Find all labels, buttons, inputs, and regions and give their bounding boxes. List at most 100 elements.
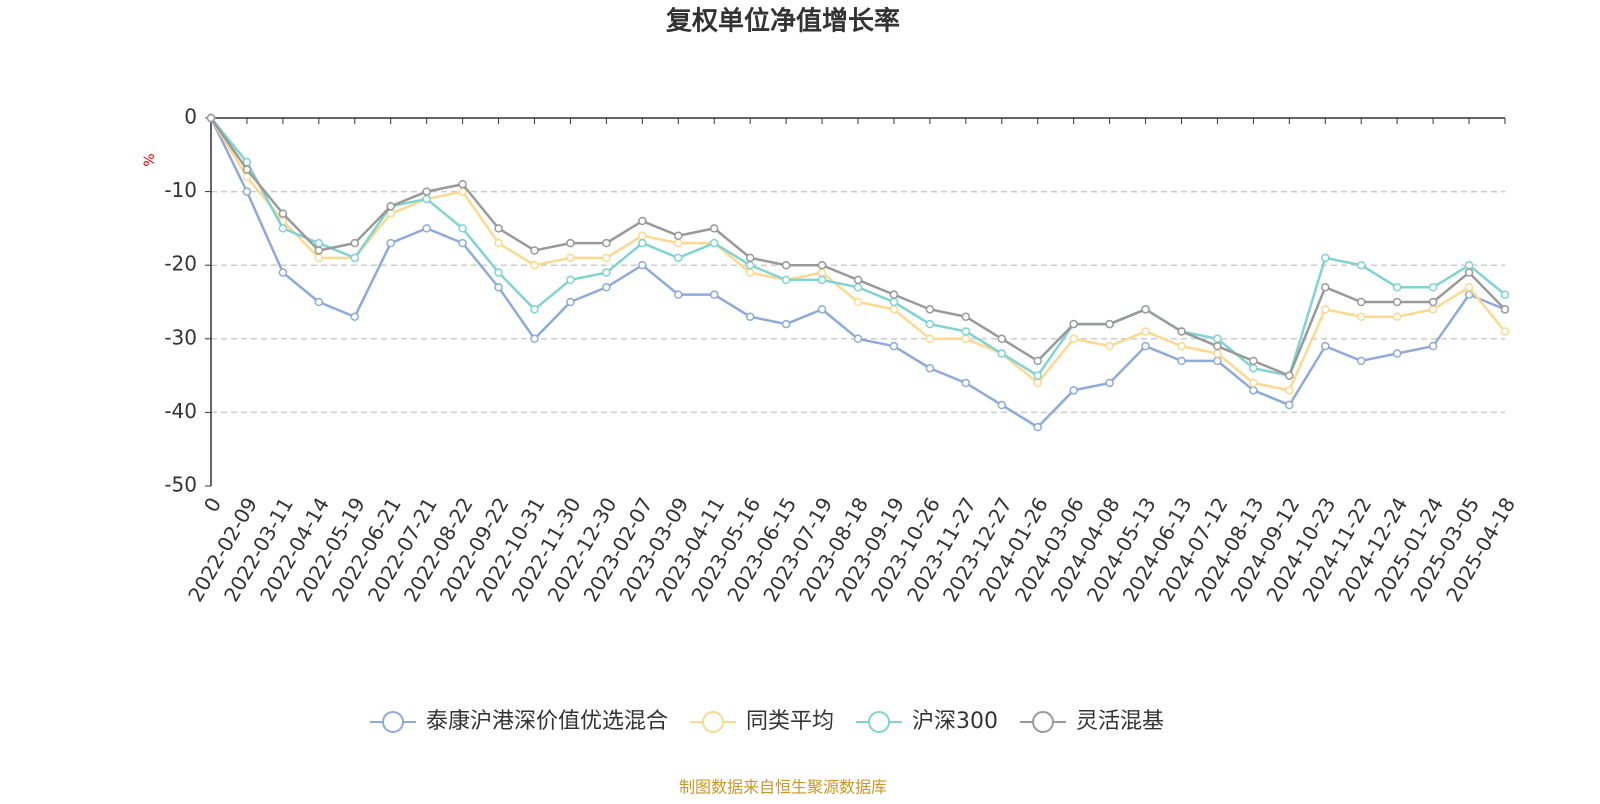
point xyxy=(997,334,1007,344)
point xyxy=(422,187,431,196)
point xyxy=(1321,305,1330,314)
point xyxy=(314,253,324,263)
point xyxy=(925,363,935,373)
point xyxy=(1285,400,1294,410)
point xyxy=(674,290,683,299)
point xyxy=(278,268,288,277)
point xyxy=(350,238,360,248)
point xyxy=(1105,341,1114,351)
point xyxy=(1033,422,1042,432)
point xyxy=(1213,341,1222,351)
point xyxy=(1069,386,1078,395)
point xyxy=(1105,378,1114,388)
point xyxy=(1141,327,1150,336)
point xyxy=(1321,283,1330,292)
point xyxy=(1356,312,1366,321)
point xyxy=(1213,349,1222,358)
point xyxy=(709,238,719,248)
point xyxy=(386,202,395,211)
y-tick-label: 0 xyxy=(184,105,197,129)
point xyxy=(458,238,467,248)
point xyxy=(925,305,935,314)
point xyxy=(889,290,899,299)
point xyxy=(1213,356,1222,366)
point xyxy=(674,253,683,263)
point xyxy=(1105,319,1114,329)
point xyxy=(530,305,539,314)
point xyxy=(350,312,360,321)
point xyxy=(853,283,863,292)
point xyxy=(530,334,539,344)
point xyxy=(745,268,755,277)
point xyxy=(1500,327,1510,336)
point xyxy=(817,268,827,277)
point xyxy=(494,283,503,292)
point xyxy=(1249,356,1258,366)
point xyxy=(1141,341,1150,351)
point xyxy=(602,268,611,277)
point xyxy=(817,260,827,270)
point xyxy=(1033,356,1042,366)
point xyxy=(745,253,755,263)
point xyxy=(566,238,575,248)
point xyxy=(314,297,324,307)
point xyxy=(314,238,324,248)
point xyxy=(566,253,575,263)
point xyxy=(1464,283,1474,292)
point xyxy=(961,378,971,388)
point xyxy=(817,305,827,314)
point xyxy=(1249,386,1258,395)
point xyxy=(853,275,863,285)
point xyxy=(206,113,216,123)
point xyxy=(1500,305,1510,314)
legend-label: 泰康沪港深价值优选混合 xyxy=(426,709,668,734)
point xyxy=(674,231,683,241)
point xyxy=(817,275,827,285)
point xyxy=(638,238,647,248)
point xyxy=(566,275,575,285)
point xyxy=(781,319,791,329)
point xyxy=(1428,283,1438,292)
y-axis-label: % xyxy=(142,153,158,166)
x-tick-label: 0 xyxy=(199,493,226,516)
y-tick-label: -30 xyxy=(164,325,197,349)
point xyxy=(602,238,611,248)
point xyxy=(278,224,288,233)
point xyxy=(1177,327,1186,336)
point xyxy=(889,341,899,351)
point xyxy=(745,312,755,321)
point xyxy=(422,194,431,204)
point xyxy=(889,305,899,314)
series-line xyxy=(209,117,1506,392)
y-tick-label: -40 xyxy=(164,399,197,423)
point xyxy=(1321,341,1330,351)
point xyxy=(781,260,791,270)
point xyxy=(997,400,1007,410)
point xyxy=(602,283,611,292)
point xyxy=(1249,363,1258,373)
point xyxy=(1285,371,1294,380)
legend-label: 同类平均 xyxy=(746,709,834,734)
point xyxy=(781,275,791,285)
y-tick-label: -20 xyxy=(164,252,197,276)
point xyxy=(1033,378,1042,388)
point xyxy=(889,297,899,307)
point xyxy=(638,231,647,241)
point xyxy=(709,290,719,299)
point xyxy=(1428,297,1438,307)
point xyxy=(458,179,467,189)
point xyxy=(1141,305,1150,314)
legend-label: 灵活混基 xyxy=(1076,709,1164,734)
y-tick-label: -10 xyxy=(164,178,197,202)
point xyxy=(566,297,575,307)
chart-title: 复权单位净值增长率 xyxy=(666,6,900,37)
point xyxy=(925,319,935,329)
point xyxy=(1464,268,1474,277)
point xyxy=(386,238,395,248)
point xyxy=(278,209,288,218)
point xyxy=(494,224,503,233)
point xyxy=(961,327,971,336)
point xyxy=(1464,260,1474,270)
point xyxy=(494,268,503,277)
